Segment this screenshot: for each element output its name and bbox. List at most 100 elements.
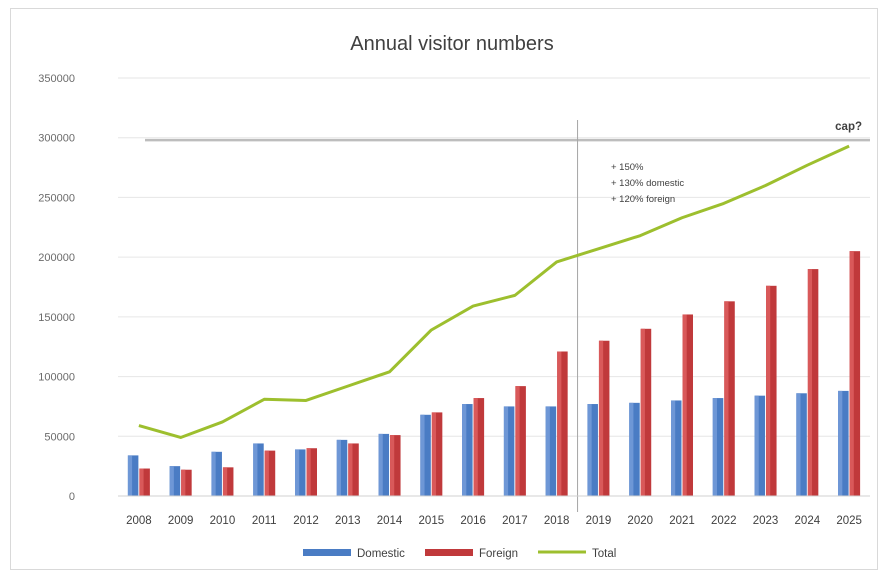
bar-domestic-highlight <box>169 466 174 496</box>
bar-domestic <box>169 466 181 496</box>
bar-domestic-highlight <box>127 455 133 496</box>
bar-foreign-highlight <box>306 448 311 496</box>
bar-foreign-highlight <box>264 450 269 496</box>
bar-foreign <box>348 443 359 496</box>
series-line-total <box>138 144 850 439</box>
bar-foreign-highlight <box>557 351 562 496</box>
annotation-foreign-growth: + 120% foreign <box>611 194 675 205</box>
legend: Domestic Foreign Total <box>303 548 616 560</box>
bar-foreign-highlight <box>682 314 687 496</box>
bar-foreign <box>181 469 192 496</box>
bar-domestic <box>503 406 515 496</box>
x-tick-label: 2024 <box>795 515 821 527</box>
bar-domestic-highlight <box>712 398 717 496</box>
bar-foreign-highlight <box>181 469 186 496</box>
x-tick-label: 2012 <box>293 515 319 527</box>
gridlines <box>118 77 870 437</box>
bar-domestic <box>253 443 264 496</box>
legend-label-foreign: Foreign <box>479 548 518 560</box>
bar-foreign <box>640 328 652 496</box>
bar-foreign-highlight <box>473 398 478 496</box>
bar-foreign-highlight <box>724 301 729 496</box>
bar-domestic-highlight <box>295 449 300 496</box>
bar-foreign-highlight <box>515 386 520 496</box>
bar-domestic <box>420 414 431 496</box>
bar-domestic-highlight <box>796 393 801 496</box>
bar-foreign <box>139 468 150 496</box>
bar-foreign-highlight <box>766 285 771 496</box>
bar-foreign-highlight <box>849 251 854 496</box>
bar-foreign-highlight <box>598 340 604 496</box>
bar-foreign <box>807 269 819 496</box>
x-tick-label: 2022 <box>711 515 737 527</box>
bar-domestic-highlight <box>587 404 592 496</box>
bar-foreign-highlight <box>390 435 395 496</box>
bar-domestic <box>671 400 682 496</box>
bar-foreign <box>849 251 861 496</box>
bar-domestic-highlight <box>378 433 383 496</box>
bar-foreign-highlight <box>139 468 144 496</box>
bar-domestic <box>838 390 849 496</box>
bar-foreign-highlight <box>431 412 437 496</box>
bar-domestic-highlight <box>253 443 258 496</box>
bar-domestic <box>378 433 390 496</box>
annotation-domestic-growth: + 130% domestic <box>611 178 684 189</box>
y-tick-label: 300000 <box>38 133 75 145</box>
bar-domestic <box>796 393 807 496</box>
bar-domestic <box>629 402 640 496</box>
bar-foreign <box>598 340 610 496</box>
bar-foreign-highlight <box>640 328 645 496</box>
bar-domestic-highlight <box>420 414 425 496</box>
bar-foreign <box>222 467 234 496</box>
x-tick-label: 2016 <box>460 515 486 527</box>
bar-foreign <box>473 398 485 496</box>
bar-foreign-highlight <box>222 467 228 496</box>
x-tick-label: 2020 <box>627 515 653 527</box>
bar-foreign-highlight <box>348 443 353 496</box>
bar-domestic <box>587 404 598 496</box>
bar-domestic-highlight <box>629 402 634 496</box>
bar-domestic <box>462 404 473 496</box>
y-tick-label: 50000 <box>44 431 75 443</box>
bar-foreign <box>682 314 693 496</box>
growth-annotations: + 150% + 130% domestic + 120% foreign <box>611 162 684 205</box>
annotation-total-growth: + 150% <box>611 162 644 173</box>
x-tick-label: 2013 <box>335 515 361 527</box>
y-tick-label: 100000 <box>38 372 75 384</box>
legend-swatch-foreign <box>425 549 473 556</box>
x-tick-label: 2017 <box>502 515 528 527</box>
bar-domestic <box>295 449 306 496</box>
y-tick-label: 250000 <box>38 192 75 204</box>
bar-foreign <box>724 301 735 496</box>
bar-domestic <box>712 398 724 496</box>
bar-foreign <box>766 285 777 496</box>
bar-domestic-highlight <box>503 406 509 496</box>
bar-domestic-highlight <box>462 404 467 496</box>
bar-domestic-highlight <box>838 390 843 496</box>
bar-foreign <box>264 450 276 496</box>
x-tick-label: 2008 <box>126 515 152 527</box>
x-axis-ticks: 2008 2009 2010 2011 2012 2013 2014 2015 2016 2017… <box>126 515 862 527</box>
bar-domestic-highlight <box>211 451 216 496</box>
bar-domestic-highlight <box>545 406 550 496</box>
bar-domestic-highlight <box>671 400 676 496</box>
legend-swatch-domestic <box>303 549 351 556</box>
bar-foreign-highlight <box>807 269 813 496</box>
chart-title: Annual visitor numbers <box>350 33 553 55</box>
x-tick-label: 2014 <box>377 515 403 527</box>
bar-foreign <box>390 435 401 496</box>
cap-label: cap? <box>835 121 862 133</box>
bar-foreign <box>306 448 317 496</box>
x-tick-label: 2015 <box>419 515 445 527</box>
x-tick-label: 2009 <box>168 515 194 527</box>
y-tick-label: 350000 <box>38 73 75 85</box>
x-tick-label: 2025 <box>836 515 862 527</box>
bar-domestic-highlight <box>754 395 759 496</box>
x-tick-label: 2010 <box>210 515 236 527</box>
legend-label-domestic: Domestic <box>357 548 405 560</box>
x-tick-label: 2021 <box>669 515 695 527</box>
bar-foreign <box>431 412 443 496</box>
x-tick-label: 2019 <box>586 515 612 527</box>
x-tick-label: 2018 <box>544 515 570 527</box>
